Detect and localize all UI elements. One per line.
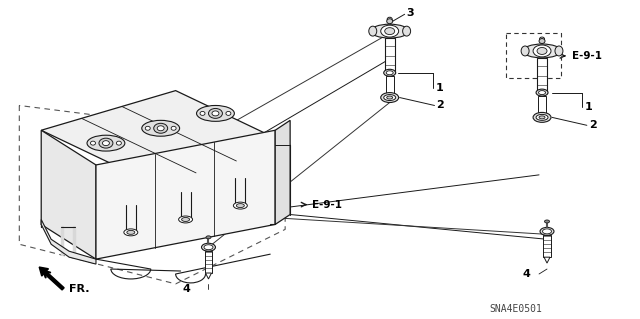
Ellipse shape bbox=[200, 111, 205, 115]
Ellipse shape bbox=[196, 106, 234, 121]
Ellipse shape bbox=[555, 46, 563, 56]
Ellipse shape bbox=[154, 123, 168, 133]
Ellipse shape bbox=[142, 120, 180, 136]
Ellipse shape bbox=[387, 19, 393, 24]
Ellipse shape bbox=[387, 17, 392, 21]
Ellipse shape bbox=[157, 126, 164, 131]
Ellipse shape bbox=[384, 94, 396, 100]
Ellipse shape bbox=[521, 46, 529, 56]
Polygon shape bbox=[41, 130, 96, 259]
Polygon shape bbox=[96, 130, 275, 259]
Text: 2: 2 bbox=[589, 120, 596, 130]
Ellipse shape bbox=[99, 138, 113, 148]
Ellipse shape bbox=[206, 236, 211, 239]
Ellipse shape bbox=[533, 112, 551, 122]
Text: 1: 1 bbox=[585, 102, 593, 113]
Ellipse shape bbox=[539, 116, 545, 119]
Ellipse shape bbox=[179, 216, 193, 223]
Bar bbox=[537, 58, 547, 93]
Ellipse shape bbox=[536, 115, 548, 120]
Ellipse shape bbox=[540, 37, 545, 41]
Ellipse shape bbox=[204, 245, 213, 250]
Ellipse shape bbox=[102, 141, 109, 145]
Ellipse shape bbox=[202, 243, 216, 251]
Text: 2: 2 bbox=[436, 100, 444, 110]
Ellipse shape bbox=[236, 204, 244, 208]
Text: 4: 4 bbox=[182, 284, 191, 294]
Polygon shape bbox=[275, 120, 290, 225]
Ellipse shape bbox=[543, 229, 552, 234]
Text: 1: 1 bbox=[435, 83, 444, 93]
Ellipse shape bbox=[545, 220, 550, 223]
Ellipse shape bbox=[539, 39, 545, 43]
Ellipse shape bbox=[369, 26, 377, 36]
Ellipse shape bbox=[386, 71, 393, 75]
Ellipse shape bbox=[87, 135, 125, 151]
Text: E-9-1: E-9-1 bbox=[572, 51, 602, 61]
Ellipse shape bbox=[385, 28, 395, 34]
Ellipse shape bbox=[116, 141, 122, 145]
Text: FR.: FR. bbox=[69, 284, 90, 294]
Ellipse shape bbox=[538, 91, 545, 94]
Ellipse shape bbox=[387, 96, 393, 99]
Bar bbox=[538, 96, 546, 117]
Bar bbox=[386, 76, 394, 98]
Ellipse shape bbox=[182, 218, 189, 221]
Ellipse shape bbox=[234, 202, 247, 209]
Ellipse shape bbox=[171, 126, 176, 130]
Ellipse shape bbox=[371, 24, 408, 38]
Text: 3: 3 bbox=[406, 8, 414, 18]
Ellipse shape bbox=[384, 69, 396, 76]
Bar bbox=[543, 235, 551, 257]
Bar bbox=[385, 38, 395, 73]
Text: 4: 4 bbox=[522, 269, 530, 279]
Ellipse shape bbox=[381, 93, 399, 102]
Ellipse shape bbox=[90, 141, 95, 145]
Ellipse shape bbox=[540, 227, 554, 235]
Bar bbox=[205, 251, 212, 273]
Text: E-9-1: E-9-1 bbox=[312, 200, 342, 210]
Polygon shape bbox=[41, 219, 96, 264]
Ellipse shape bbox=[537, 48, 547, 55]
Ellipse shape bbox=[533, 45, 551, 57]
Ellipse shape bbox=[145, 126, 150, 130]
Ellipse shape bbox=[381, 25, 399, 37]
Ellipse shape bbox=[212, 111, 219, 116]
Ellipse shape bbox=[226, 111, 231, 115]
FancyArrow shape bbox=[39, 267, 64, 290]
Ellipse shape bbox=[536, 89, 548, 96]
Polygon shape bbox=[41, 91, 290, 185]
Text: SNA4E0501: SNA4E0501 bbox=[489, 304, 542, 314]
Polygon shape bbox=[544, 257, 550, 263]
Ellipse shape bbox=[209, 108, 223, 118]
Ellipse shape bbox=[523, 44, 561, 58]
Ellipse shape bbox=[403, 26, 411, 36]
Polygon shape bbox=[205, 273, 211, 279]
Ellipse shape bbox=[127, 230, 135, 234]
Ellipse shape bbox=[124, 229, 138, 236]
